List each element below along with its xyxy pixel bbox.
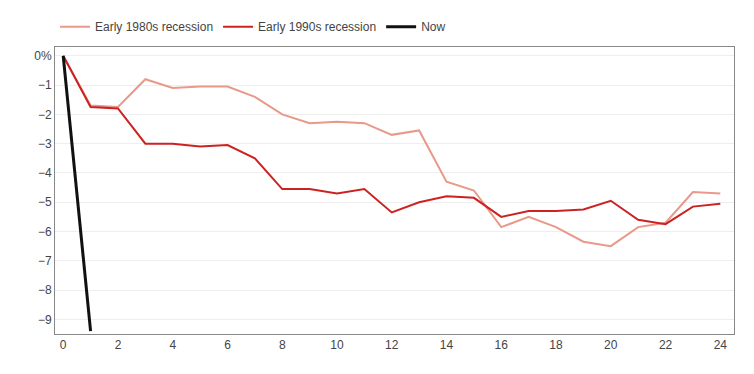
svg-text:16: 16 [495, 338, 509, 352]
svg-text:18: 18 [549, 338, 563, 352]
svg-text:−5: −5 [38, 195, 52, 209]
svg-text:2: 2 [115, 338, 122, 352]
svg-text:Early 1990s recession: Early 1990s recession [258, 20, 376, 34]
svg-text:Early 1980s recession: Early 1980s recession [95, 20, 213, 34]
svg-text:−4: −4 [38, 166, 52, 180]
svg-text:20: 20 [604, 338, 618, 352]
svg-text:−7: −7 [38, 254, 52, 268]
svg-text:−9: −9 [38, 313, 52, 327]
svg-text:−6: −6 [38, 225, 52, 239]
svg-text:−2: −2 [38, 108, 52, 122]
svg-text:14: 14 [440, 338, 454, 352]
svg-text:Now: Now [421, 20, 445, 34]
svg-text:0%: 0% [34, 49, 52, 63]
svg-text:−1: −1 [38, 78, 52, 92]
svg-text:4: 4 [169, 338, 176, 352]
svg-text:0: 0 [60, 338, 67, 352]
svg-text:−3: −3 [38, 137, 52, 151]
svg-text:−8: −8 [38, 283, 52, 297]
svg-text:8: 8 [279, 338, 286, 352]
svg-text:6: 6 [224, 338, 231, 352]
svg-text:12: 12 [385, 338, 399, 352]
svg-text:10: 10 [330, 338, 344, 352]
svg-text:22: 22 [659, 338, 673, 352]
svg-text:24: 24 [714, 338, 728, 352]
